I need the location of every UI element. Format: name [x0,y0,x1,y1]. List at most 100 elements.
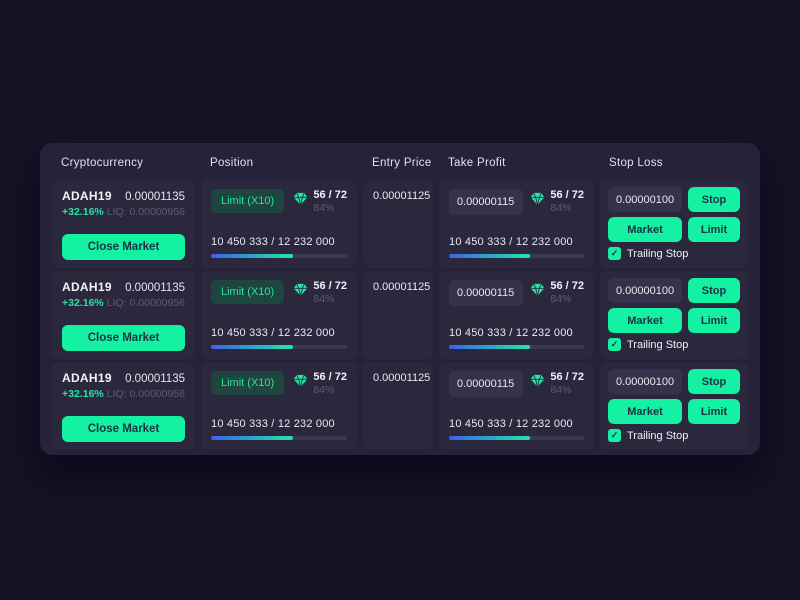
limit-button[interactable]: Limit [688,217,740,242]
trailing-stop-checkbox[interactable]: ✓ [608,247,621,260]
position-top-row: Limit (X10) 56 / 72 84% [211,280,347,306]
take-profit-volume: 10 450 333 / 12 232 000 [449,236,573,248]
cryptocurrency-cell: ADAH19 0.00001135 +32.16% LIQ: 0.0000095… [52,271,195,359]
crypto-liquidation: LIQ: 0.00000956 [107,388,185,400]
position-type-badge: Limit (X10) [211,189,285,213]
position-cell: Limit (X10) 56 / 72 84% 10 450 333 / 12 … [201,271,357,359]
stop-loss-cell: Stop Market Limit ✓ Trailing Stop [600,180,748,268]
checkmark-icon: ✓ [610,339,619,349]
position-progressbar [211,345,347,349]
take-profit-cell: 56 / 72 84% 10 450 333 / 12 232 000 [439,362,594,450]
take-profit-input[interactable] [449,371,523,397]
liq-value: 0.00000956 [129,297,185,309]
crypto-price: 0.00001135 [125,373,185,385]
position-progress-fill [211,254,293,258]
table-row: ADAH19 0.00001135 +32.16% LIQ: 0.0000095… [52,271,748,359]
entry-price-value: 0.00001125 [373,281,431,293]
take-profit-top-row: 56 / 72 84% [449,280,584,306]
stop-loss-row-2: Market Limit [608,399,740,424]
fill-numbers: 56 / 72 84% [550,371,584,397]
gem-icon [530,191,545,206]
trailing-stop-row: ✓ Trailing Stop [608,247,740,262]
column-header-cryptocurrency: Cryptocurrency [61,157,144,169]
liq-value: 0.00000956 [129,206,185,218]
close-market-button[interactable]: Close Market [62,234,185,260]
take-profit-input[interactable] [449,189,523,215]
crypto-change: +32.16% [62,297,104,309]
crypto-liq-line: +32.16% LIQ: 0.00000956 [62,206,185,218]
limit-button[interactable]: Limit [688,308,740,333]
stop-loss-row-1: Stop [608,187,740,212]
entry-price-cell: 0.00001125 [363,271,433,359]
fill-ratio: 56 / 72 [313,280,347,292]
take-profit-cell: 56 / 72 84% 10 450 333 / 12 232 000 [439,180,594,268]
close-market-button[interactable]: Close Market [62,416,185,442]
fill-percent: 84% [550,202,572,214]
trailing-stop-checkbox[interactable]: ✓ [608,338,621,351]
position-type-badge: Limit (X10) [211,371,285,395]
table-header: Cryptocurrency Position Entry Price Take… [52,155,748,171]
close-market-button[interactable]: Close Market [62,325,185,351]
crypto-liq-line: +32.16% LIQ: 0.00000956 [62,388,185,400]
gem-icon [530,282,545,297]
take-profit-progressbar [449,436,584,440]
fill-numbers: 56 / 72 84% [313,189,347,215]
market-button[interactable]: Market [608,308,682,333]
fill-ratio: 56 / 72 [550,189,584,201]
crypto-liquidation: LIQ: 0.00000956 [107,297,185,309]
position-fill-stats: 56 / 72 84% [293,189,347,215]
trailing-stop-label: Trailing Stop [627,338,689,351]
liq-value: 0.00000956 [129,388,185,400]
table-row: ADAH19 0.00001135 +32.16% LIQ: 0.0000095… [52,180,748,268]
stop-button[interactable]: Stop [688,187,740,212]
position-progress-fill [211,345,293,349]
entry-price-value: 0.00001125 [373,190,431,202]
take-profit-top-row: 56 / 72 84% [449,371,584,397]
stop-button[interactable]: Stop [688,278,740,303]
gem-icon [530,373,545,388]
stop-button[interactable]: Stop [688,369,740,394]
take-profit-progress-fill [449,436,530,440]
checkmark-icon: ✓ [610,248,619,258]
crypto-price-line: ADAH19 0.00001135 [62,371,185,385]
fill-percent: 84% [550,384,572,396]
take-profit-fill-stats: 56 / 72 84% [530,189,584,215]
crypto-price-line: ADAH19 0.00001135 [62,280,185,294]
crypto-liquidation: LIQ: 0.00000956 [107,206,185,218]
rows: ADAH19 0.00001135 +32.16% LIQ: 0.0000095… [52,180,748,450]
fill-ratio: 56 / 72 [550,371,584,383]
trailing-stop-checkbox[interactable]: ✓ [608,429,621,442]
trailing-stop-row: ✓ Trailing Stop [608,429,740,444]
crypto-price: 0.00001135 [125,282,185,294]
market-button[interactable]: Market [608,399,682,424]
crypto-symbol: ADAH19 [62,280,112,294]
take-profit-fill-stats: 56 / 72 84% [530,280,584,306]
fill-ratio: 56 / 72 [313,189,347,201]
fill-numbers: 56 / 72 84% [550,189,584,215]
column-header-entry-price: Entry Price [372,157,432,169]
take-profit-fill-stats: 56 / 72 84% [530,371,584,397]
liq-label: LIQ: [106,206,127,218]
take-profit-volume: 10 450 333 / 12 232 000 [449,327,573,339]
take-profit-cell: 56 / 72 84% 10 450 333 / 12 232 000 [439,271,594,359]
fill-percent: 84% [313,293,335,305]
stop-loss-input[interactable] [608,187,682,212]
trailing-stop-label: Trailing Stop [627,429,689,442]
stop-loss-input[interactable] [608,369,682,394]
position-fill-stats: 56 / 72 84% [293,371,347,397]
crypto-liq-line: +32.16% LIQ: 0.00000956 [62,297,185,309]
stop-loss-input[interactable] [608,278,682,303]
cryptocurrency-cell: ADAH19 0.00001135 +32.16% LIQ: 0.0000095… [52,180,195,268]
fill-percent: 84% [313,202,335,214]
position-volume: 10 450 333 / 12 232 000 [211,418,335,430]
positions-panel: Cryptocurrency Position Entry Price Take… [40,143,760,455]
market-button[interactable]: Market [608,217,682,242]
crypto-symbol: ADAH19 [62,371,112,385]
trailing-stop-row: ✓ Trailing Stop [608,338,740,353]
crypto-symbol: ADAH19 [62,189,112,203]
limit-button[interactable]: Limit [688,399,740,424]
fill-ratio: 56 / 72 [550,280,584,292]
take-profit-input[interactable] [449,280,523,306]
table-row: ADAH19 0.00001135 +32.16% LIQ: 0.0000095… [52,362,748,450]
position-top-row: Limit (X10) 56 / 72 84% [211,189,347,215]
